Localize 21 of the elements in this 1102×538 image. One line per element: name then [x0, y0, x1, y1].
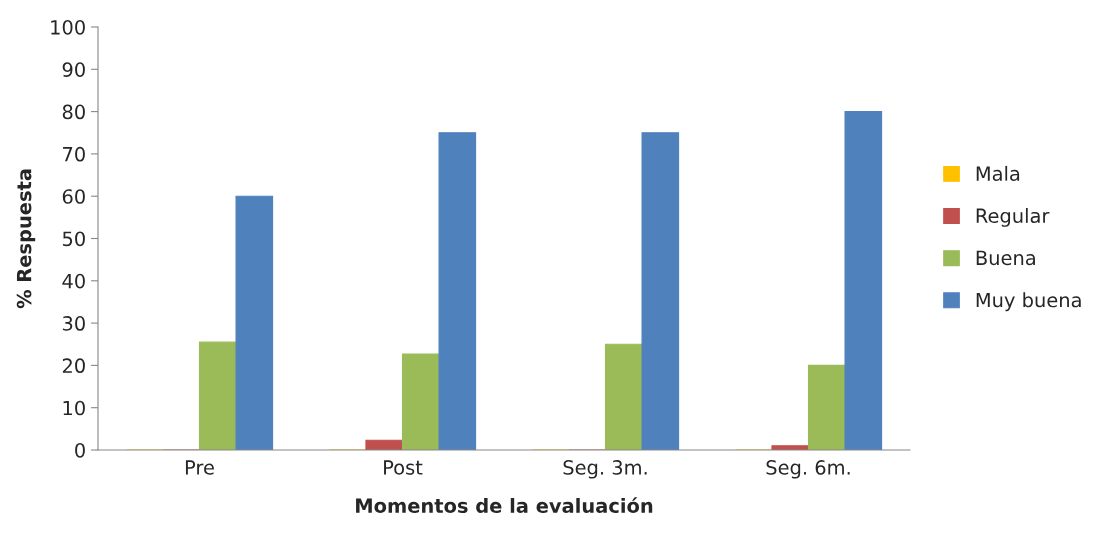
- y-tick-label: 60: [62, 189, 85, 204]
- y-tick-label: 90: [62, 62, 85, 77]
- y-tick-label: 30: [62, 316, 85, 331]
- y-tick-label: 0: [75, 442, 85, 458]
- legend-label: Regular: [976, 208, 1050, 227]
- y-tick-label: 20: [62, 358, 85, 374]
- legend-label: Mala: [976, 165, 1020, 181]
- legend-label: Buena: [976, 250, 1035, 266]
- x-tick-label: Seg. 6m.: [766, 460, 850, 479]
- y-tick-label: 40: [62, 273, 85, 289]
- legend-label: Muy buena: [976, 292, 1081, 312]
- x-tick-label: Seg. 3m.: [563, 460, 647, 479]
- y-axis-title: % Respuesta: [16, 169, 36, 309]
- y-tick-label: 100: [51, 19, 85, 35]
- x-tick-label: Pre: [185, 460, 214, 475]
- y-tick-label: 80: [62, 104, 85, 120]
- x-tick-label: Post: [384, 460, 423, 475]
- y-tick-label: 10: [63, 400, 85, 416]
- y-tick-label: 50: [62, 231, 85, 247]
- x-axis-title: Momentos de la evaluación: [356, 497, 653, 514]
- y-tick-label: 70: [63, 146, 85, 162]
